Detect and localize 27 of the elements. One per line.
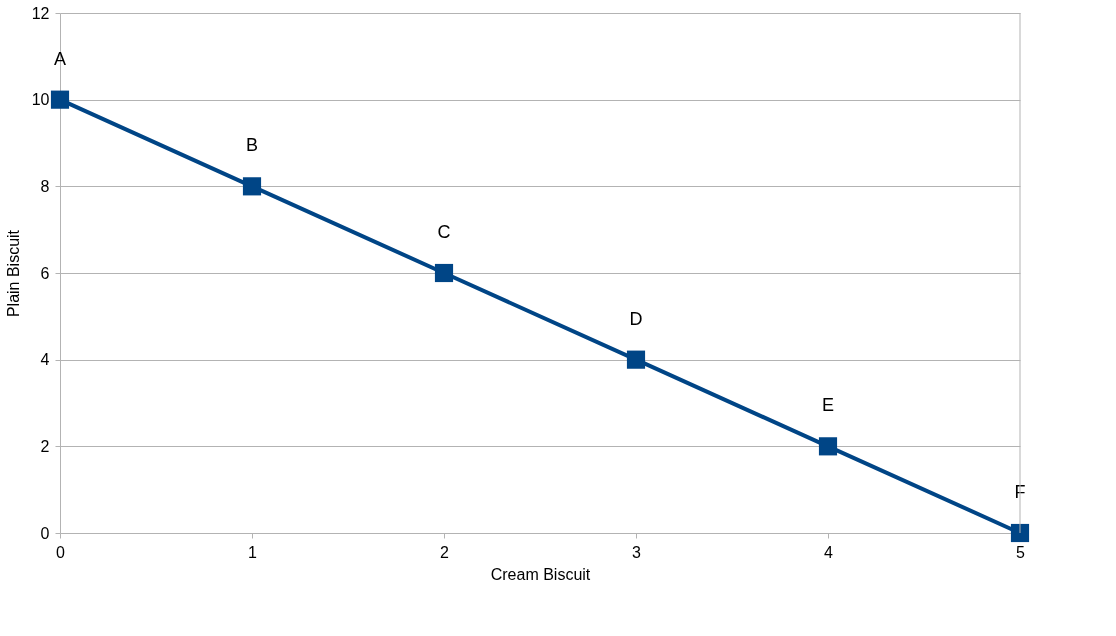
x-tick-label: 3 <box>632 543 642 561</box>
y-tick-label: 10 <box>31 91 50 109</box>
y-tick-label: 2 <box>40 437 50 455</box>
y-tick-label: 12 <box>31 4 50 22</box>
y-tick-label: 0 <box>40 524 50 542</box>
point <box>242 177 262 196</box>
point <box>626 350 646 369</box>
x-tick-label: 0 <box>56 543 66 561</box>
x-tick-label: 1 <box>248 543 258 561</box>
point <box>434 263 454 283</box>
y-tick-label: 6 <box>40 264 50 282</box>
x-tick-label: 2 <box>440 543 450 561</box>
y-tick-label: 4 <box>40 351 50 369</box>
annotation: B <box>245 135 259 156</box>
annotation: F <box>1014 482 1026 502</box>
point <box>818 437 838 456</box>
annotation: E <box>821 395 835 416</box>
y-tick-label: 8 <box>40 177 50 195</box>
annotation: A <box>53 48 67 69</box>
annotation: C <box>437 222 451 242</box>
x-tick-label: 4 <box>824 543 834 561</box>
x-axis-title: Cream Biscuit <box>490 565 591 583</box>
y-axis-title: Plain Biscuit <box>4 229 22 318</box>
point <box>1010 523 1030 543</box>
point <box>50 90 70 109</box>
x-tick-label: 5 <box>1016 543 1026 561</box>
annotation: D <box>629 308 643 329</box>
